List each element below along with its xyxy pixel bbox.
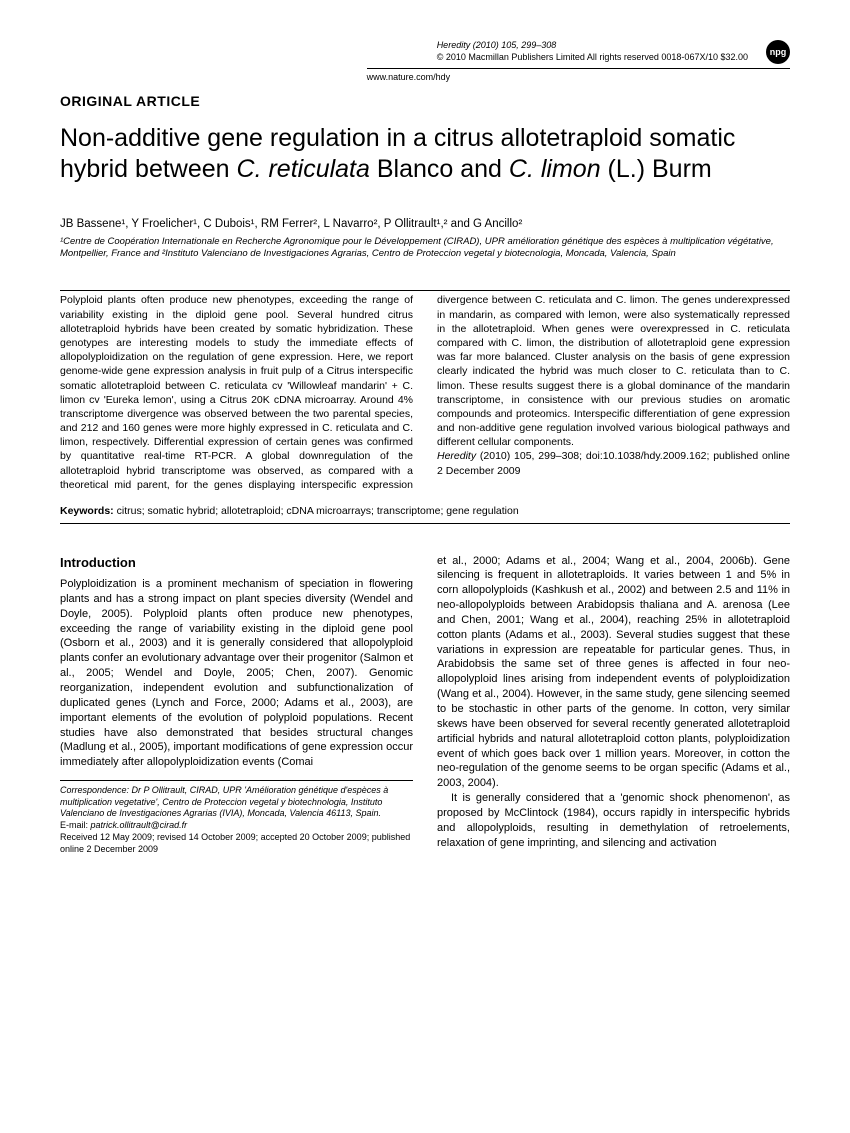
- abstract-text-left: Polyploid plants often produce new pheno…: [60, 294, 413, 490]
- keywords-text: citrus; somatic hybrid; allotetraploid; …: [114, 505, 519, 517]
- keywords-label: Keywords:: [60, 505, 114, 517]
- journal-citation: Heredity (2010) 105, 299–308: [437, 40, 748, 52]
- body-columns: Introduction Polyploidization is a promi…: [60, 554, 790, 856]
- title-species-2: C. limon: [509, 155, 601, 183]
- correspondence-email: patrick.ollitrault@cirad.fr: [91, 820, 188, 830]
- publisher-badge-icon: npg: [766, 40, 790, 64]
- email-label: E-mail:: [60, 820, 91, 830]
- journal-info: Heredity (2010) 105, 299–308 © 2010 Macm…: [437, 40, 748, 63]
- rule: [60, 523, 790, 524]
- intro-paragraph-3: It is generally considered that a 'genom…: [437, 791, 790, 850]
- introduction-heading: Introduction: [60, 554, 413, 572]
- intro-paragraph-2: et al., 2000; Adams et al., 2004; Wang e…: [437, 554, 790, 792]
- correspondence-block: Correspondence: Dr P Ollitrault, CIRAD, …: [60, 780, 413, 855]
- author-list: JB Bassene¹, Y Froelicher¹, C Dubois¹, R…: [60, 216, 790, 232]
- journal-url: www.nature.com/hdy: [367, 69, 790, 84]
- title-species-1: C. reticulata: [237, 155, 370, 183]
- affiliation-list: ¹Centre de Coopération Internationale en…: [60, 236, 790, 261]
- title-text-2: Blanco and: [370, 155, 509, 183]
- abstract-citation: Heredity (2010) 105, 299–308; doi:10.103…: [437, 450, 790, 476]
- abstract-columns: Polyploid plants often produce new pheno…: [60, 293, 790, 491]
- title-text-3: (L.) Burm: [601, 155, 712, 183]
- article-type-label: ORIGINAL ARTICLE: [60, 92, 790, 112]
- abstract-block: Polyploid plants often produce new pheno…: [60, 290, 790, 523]
- journal-header: Heredity (2010) 105, 299–308 © 2010 Macm…: [60, 40, 790, 64]
- intro-p3-text: It is generally considered that a 'genom…: [437, 792, 790, 849]
- keywords-line: Keywords: citrus; somatic hybrid; allote…: [60, 504, 790, 519]
- copyright-line: © 2010 Macmillan Publishers Limited All …: [437, 52, 748, 64]
- intro-paragraph-1: Polyploidization is a prominent mechanis…: [60, 577, 413, 770]
- intro-p2-text: et al., 2000; Adams et al., 2004; Wang e…: [437, 555, 790, 790]
- rule: [60, 290, 790, 291]
- intro-p1-text: Polyploidization is a prominent mechanis…: [60, 578, 413, 768]
- article-title: Non-additive gene regulation in a citrus…: [60, 123, 790, 186]
- citation-journal: Heredity: [437, 450, 476, 462]
- citation-details: (2010) 105, 299–308; doi:10.1038/hdy.200…: [437, 450, 790, 476]
- received-line: Received 12 May 2009; revised 14 October…: [60, 832, 410, 854]
- correspondence-address: Correspondence: Dr P Ollitrault, CIRAD, …: [60, 785, 388, 818]
